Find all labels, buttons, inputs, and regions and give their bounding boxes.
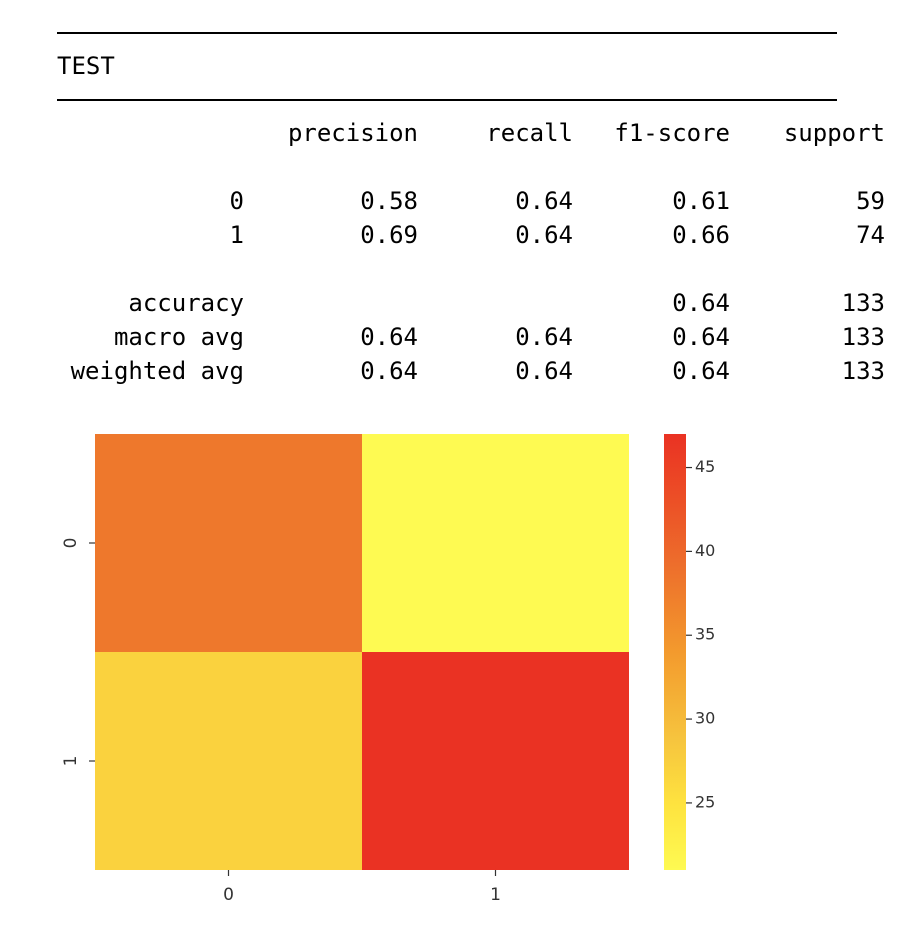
colorbar-tick-label: 30 bbox=[695, 709, 715, 728]
cell-recall: 0.64 bbox=[515, 221, 573, 249]
cell-precision: 0.64 bbox=[360, 323, 418, 351]
cell-support: 59 bbox=[856, 187, 885, 215]
x-tick-label: 0 bbox=[223, 885, 234, 905]
separator-top bbox=[57, 32, 837, 34]
row-label: macro avg bbox=[113, 323, 244, 351]
colorbar-tick-label: 35 bbox=[695, 625, 715, 644]
cell-f1-score: 0.64 bbox=[672, 289, 730, 317]
y-tick-label: 0 bbox=[61, 538, 81, 549]
cell-precision: 0.64 bbox=[360, 357, 418, 385]
cell-recall: 0.64 bbox=[515, 323, 573, 351]
header-recall: recall bbox=[486, 119, 573, 147]
report-title: TEST bbox=[57, 52, 115, 80]
heatmap-cell bbox=[95, 434, 362, 652]
separator-bottom bbox=[57, 99, 837, 101]
heatmap-axes: 0 1 0 1 bbox=[61, 538, 501, 905]
colorbar-tick-label: 25 bbox=[695, 792, 715, 811]
header-f1-score: f1-score bbox=[614, 119, 730, 147]
cell-recall: 0.64 bbox=[515, 357, 573, 385]
row-label: weighted avg bbox=[70, 357, 244, 385]
colorbar-ticks: 25 30 35 40 45 bbox=[686, 457, 715, 811]
row-label: accuracy bbox=[128, 289, 244, 317]
header-precision: precision bbox=[287, 119, 418, 147]
row-label: 1 bbox=[229, 221, 244, 249]
cell-precision: 0.58 bbox=[360, 187, 418, 215]
cell-support: 133 bbox=[841, 357, 885, 385]
cell-recall: 0.64 bbox=[515, 187, 573, 215]
colorbar bbox=[664, 434, 686, 870]
header-support: support bbox=[783, 119, 885, 147]
x-tick-label: 1 bbox=[490, 885, 501, 905]
cell-precision: 0.69 bbox=[360, 221, 418, 249]
cell-support: 74 bbox=[856, 221, 885, 249]
cell-f1-score: 0.64 bbox=[672, 323, 730, 351]
heatmap-cell bbox=[362, 434, 629, 652]
cell-support: 133 bbox=[841, 289, 885, 317]
row-label: 0 bbox=[229, 187, 244, 215]
cell-f1-score: 0.66 bbox=[672, 221, 730, 249]
heatmap-cell bbox=[362, 652, 629, 870]
cell-f1-score: 0.61 bbox=[672, 187, 730, 215]
colorbar-tick-label: 40 bbox=[695, 541, 715, 560]
heatmap-cells bbox=[95, 434, 629, 870]
colorbar-tick-label: 45 bbox=[695, 457, 715, 476]
heatmap-cell bbox=[95, 652, 362, 870]
y-tick-label: 1 bbox=[61, 756, 81, 767]
cell-support: 133 bbox=[841, 323, 885, 351]
cell-f1-score: 0.64 bbox=[672, 357, 730, 385]
